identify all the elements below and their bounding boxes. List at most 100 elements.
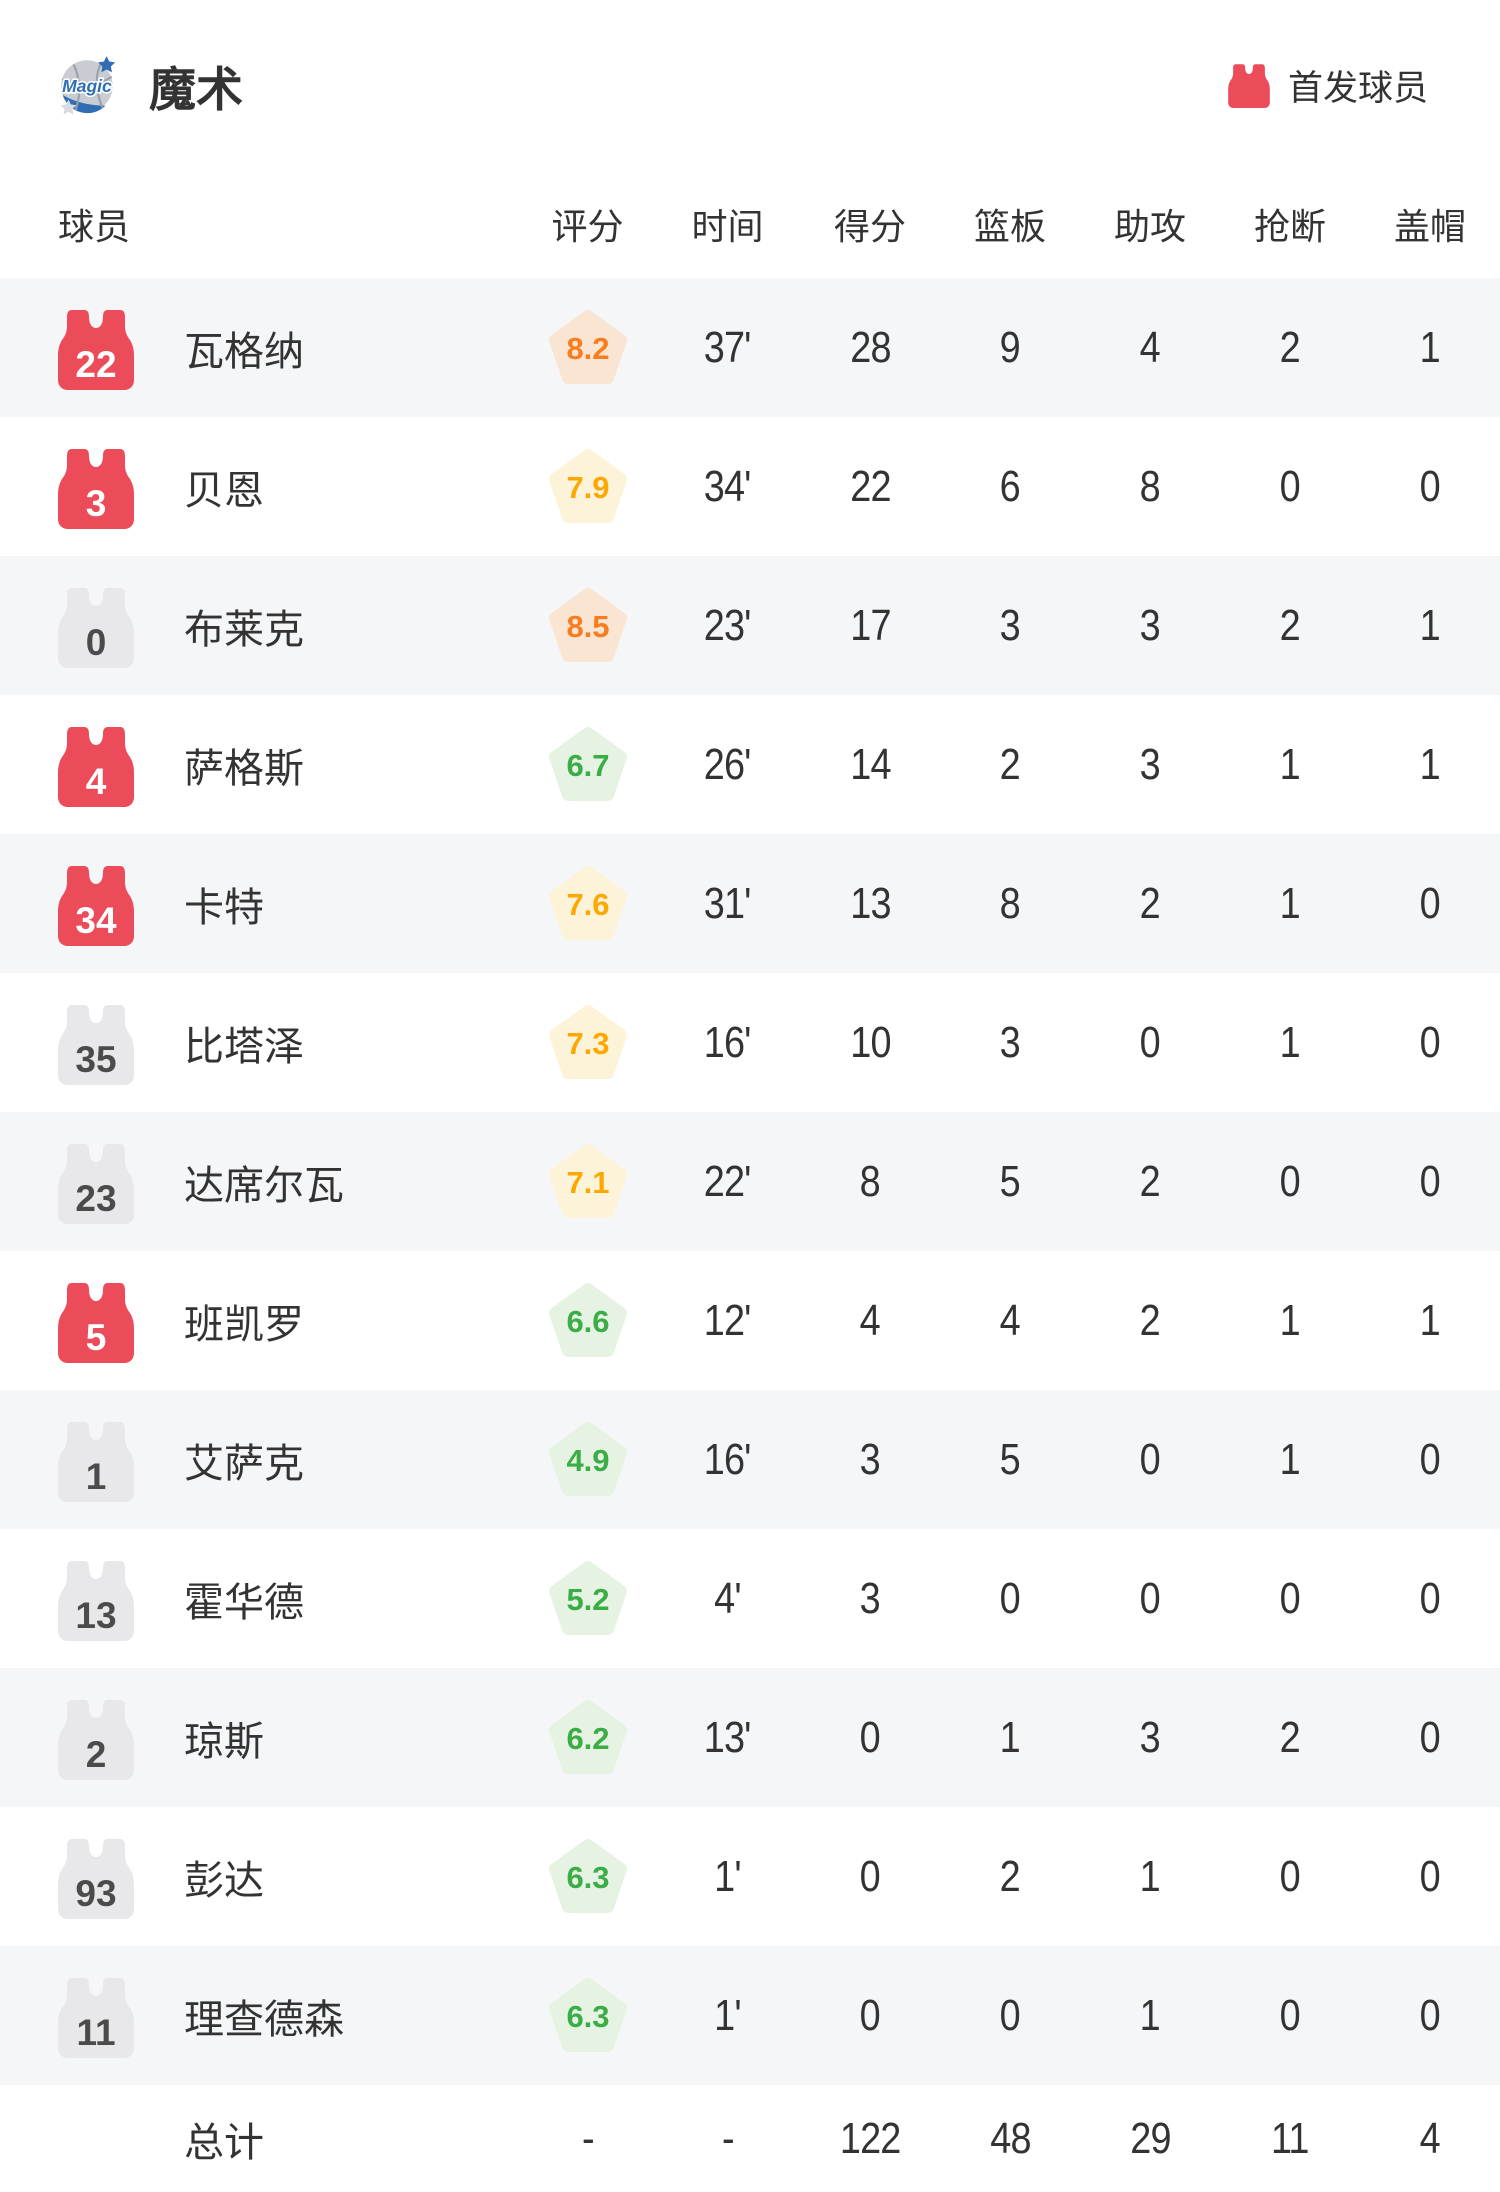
jersey-number: 1	[85, 1455, 107, 1497]
assists-value: 2	[1139, 1156, 1161, 1206]
player-name: 彭达	[184, 1858, 264, 1903]
jersey-icon: 0	[58, 584, 134, 668]
rating-cell: 6.7	[520, 725, 655, 805]
assists-value: 3	[1139, 600, 1161, 650]
header-assists: 助攻	[1113, 206, 1186, 247]
team-name: 魔术	[149, 62, 243, 116]
player-row[interactable]: 1 艾萨克 4.9 16' 3 5 0 1 0	[0, 1390, 1500, 1529]
rating-badge: 6.7	[548, 725, 628, 805]
assists-value: 1	[1139, 1851, 1161, 1901]
rating-badge: 7.3	[548, 1003, 628, 1083]
rating-badge: 5.2	[548, 1559, 628, 1639]
rating-value: 6.3	[566, 1860, 609, 1895]
assists-value: 2	[1139, 1295, 1161, 1345]
points-cell: 13	[800, 879, 940, 929]
player-row[interactable]: 3 贝恩 7.9 34' 22 6 8 0 0	[0, 417, 1500, 556]
points-cell: 10	[800, 1018, 940, 1068]
rating-badge: 6.2	[548, 1698, 628, 1778]
player-name: 艾萨克	[184, 1441, 304, 1486]
rating-cell: 7.6	[520, 864, 655, 944]
assists-cell: 8	[1080, 462, 1220, 512]
jersey-icon: 2	[58, 1696, 134, 1780]
points-value: 3	[859, 1573, 881, 1623]
time-cell: 13'	[655, 1713, 800, 1763]
steals-value: 0	[1279, 1156, 1301, 1206]
jersey-icon: 22	[58, 306, 134, 390]
time-value: 37'	[704, 322, 752, 372]
jersey-icon: 4	[58, 723, 134, 807]
jersey-number: 23	[75, 1177, 117, 1219]
steals-cell: 0	[1220, 462, 1360, 512]
table-header-row: 球员 评分 时间 得分 篮板 助攻 抢断 盖帽	[0, 170, 1500, 278]
points-cell: 3	[800, 1574, 940, 1624]
player-name: 卡特	[184, 885, 264, 930]
total-time-cell: -	[655, 2114, 800, 2164]
steals-cell: 2	[1220, 1713, 1360, 1763]
player-row[interactable]: 22 瓦格纳 8.2 37' 28 9 4 2 1	[0, 278, 1500, 417]
rebounds-value: 3	[999, 1017, 1021, 1067]
assists-cell: 0	[1080, 1018, 1220, 1068]
rating-value: 7.1	[566, 1165, 609, 1200]
jersey-icon: 23	[58, 1140, 134, 1224]
assists-cell: 0	[1080, 1574, 1220, 1624]
header-time: 时间	[691, 206, 764, 247]
player-row[interactable]: 4 萨格斯 6.7 26' 14 2 3 1 1	[0, 695, 1500, 834]
points-value: 10	[849, 1017, 891, 1067]
blocks-value: 0	[1419, 1434, 1441, 1484]
rebounds-cell: 0	[940, 1574, 1080, 1624]
assists-cell: 3	[1080, 601, 1220, 651]
rebounds-value: 5	[999, 1156, 1021, 1206]
assists-cell: 1	[1080, 1991, 1220, 2041]
player-row[interactable]: 5 班凯罗 6.6 12' 4 4 2 1 1	[0, 1251, 1500, 1390]
rating-value: 7.3	[566, 1026, 609, 1061]
player-name: 琼斯	[184, 1719, 264, 1764]
starter-legend-label: 首发球员	[1287, 68, 1428, 108]
rating-badge: 7.6	[548, 864, 628, 944]
time-value: 1'	[714, 1851, 741, 1901]
player-row[interactable]: 2 琼斯 6.2 13' 0 1 3 2 0	[0, 1668, 1500, 1807]
points-value: 22	[849, 461, 891, 511]
rating-cell: 6.2	[520, 1698, 655, 1778]
player-cell: 3 贝恩	[0, 445, 520, 529]
player-row[interactable]: 13 霍华德 5.2 4' 3 0 0 0 0	[0, 1529, 1500, 1668]
total-label-cell: 总计	[0, 2110, 520, 2168]
time-cell: 4'	[655, 1574, 800, 1624]
blocks-cell: 0	[1360, 1991, 1500, 2041]
blocks-cell: 0	[1360, 1852, 1500, 1902]
jersey-number: 11	[76, 2011, 116, 2053]
steals-value: 1	[1279, 1017, 1301, 1067]
jersey-icon: 5	[58, 1279, 134, 1363]
rebounds-value: 2	[999, 739, 1021, 789]
player-row[interactable]: 23 达席尔瓦 7.1 22' 8 5 2 0 0	[0, 1112, 1500, 1251]
rebounds-cell: 9	[940, 323, 1080, 373]
points-value: 0	[859, 1851, 881, 1901]
assists-value: 0	[1139, 1434, 1161, 1484]
total-row: 总计 - - 122 48 29 11 4	[0, 2085, 1500, 2192]
steals-cell: 1	[1220, 1296, 1360, 1346]
points-cell: 28	[800, 323, 940, 373]
header-blocks: 盖帽	[1393, 206, 1466, 247]
points-value: 14	[849, 739, 891, 789]
steals-cell: 0	[1220, 1157, 1360, 1207]
player-row[interactable]: 11 理查德森 6.3 1' 0 0 1 0 0	[0, 1946, 1500, 2085]
player-name: 萨格斯	[184, 746, 304, 791]
assists-value: 0	[1139, 1017, 1161, 1067]
player-row[interactable]: 35 比塔泽 7.3 16' 10 3 0 1 0	[0, 973, 1500, 1112]
player-cell: 2 琼斯	[0, 1696, 520, 1780]
starter-jersey-icon	[1228, 64, 1270, 108]
jersey-number: 5	[85, 1316, 107, 1358]
jersey-icon: 1	[58, 1418, 134, 1502]
rating-badge: 6.3	[548, 1976, 628, 2056]
jersey-number: 0	[85, 621, 107, 663]
time-cell: 1'	[655, 1852, 800, 1902]
steals-value: 1	[1279, 1295, 1301, 1345]
rating-cell: 7.1	[520, 1142, 655, 1222]
steals-value: 1	[1279, 739, 1301, 789]
team-header: Magic 魔术 首发球员	[0, 0, 1500, 170]
player-row[interactable]: 34 卡特 7.6 31' 13 8 2 1 0	[0, 834, 1500, 973]
jersey-number: 34	[75, 899, 117, 941]
time-cell: 31'	[655, 879, 800, 929]
player-row[interactable]: 93 彭达 6.3 1' 0 2 1 0 0	[0, 1807, 1500, 1946]
total-blocks-cell: 4	[1360, 2114, 1500, 2164]
player-row[interactable]: 0 布莱克 8.5 23' 17 3 3 2 1	[0, 556, 1500, 695]
